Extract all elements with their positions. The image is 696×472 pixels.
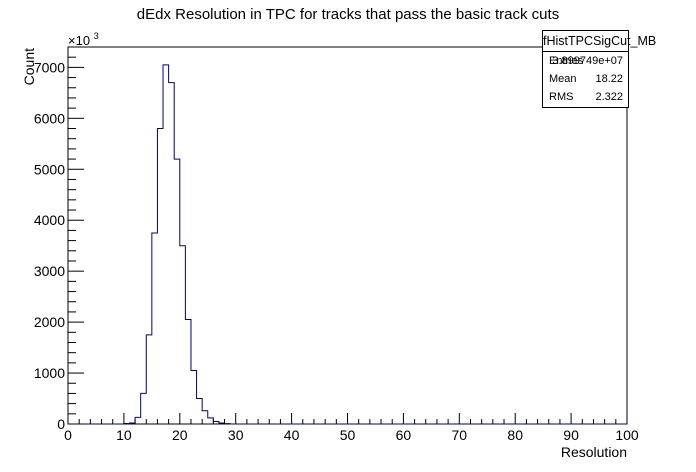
y-tick-label: 6000 xyxy=(34,110,65,126)
y-multiplier-label: ×10 3 xyxy=(68,31,99,48)
histogram-bin xyxy=(135,417,141,424)
histogram-bin xyxy=(191,371,197,424)
chart-title: dEdx Resolution in TPC for tracks that p… xyxy=(136,6,560,23)
stats-row-entries: Entries 3.899749e+07 xyxy=(543,52,628,70)
histogram-bin xyxy=(157,129,163,424)
stats-value: 2.322 xyxy=(595,91,623,103)
stats-box: fHistTPCSigCut_MB Entries 3.899749e+07 M… xyxy=(542,30,656,108)
y-axis-label: Count xyxy=(21,48,37,85)
histogram-bin xyxy=(129,423,135,424)
histogram-bin xyxy=(174,159,180,424)
x-tick-label: 50 xyxy=(340,427,356,443)
x-tick-label: 70 xyxy=(452,427,468,443)
histogram-bin xyxy=(169,83,175,424)
y-tick-label: 7000 xyxy=(34,59,65,75)
y-tick-label: 1000 xyxy=(34,365,65,381)
x-tick-label: 90 xyxy=(563,427,579,443)
histogram-bin xyxy=(185,320,191,424)
axes: 0 10 20 30 40 50 60 70 80 90 100010002000300040005… xyxy=(34,46,639,443)
histogram-bin xyxy=(163,65,169,424)
histogram-bin xyxy=(202,411,208,424)
x-tick-label: 60 xyxy=(396,427,412,443)
x-axis-label: Resolution xyxy=(561,444,627,460)
histogram-series xyxy=(68,64,627,425)
histogram-bin xyxy=(141,393,147,424)
stats-row-rms: RMS 2.322 xyxy=(543,88,628,106)
stats-key: RMS xyxy=(549,91,574,103)
histogram-bin xyxy=(213,421,219,424)
stats-box-name: fHistTPCSigCut_MB xyxy=(543,31,656,52)
y-tick-label: 3000 xyxy=(34,263,65,279)
y-multiplier-exponent: 3 xyxy=(94,31,99,41)
histogram-outline xyxy=(68,64,627,425)
stats-row-mean: Mean 18.22 xyxy=(543,70,628,88)
y-tick-label: 4000 xyxy=(34,212,65,228)
stats-value: 3.899749e+07 xyxy=(552,55,623,67)
y-tick-label: 2000 xyxy=(34,314,65,330)
y-multiplier-base: ×10 xyxy=(68,33,90,48)
stats-key: Entries xyxy=(549,55,584,67)
x-tick-label: 30 xyxy=(228,427,244,443)
histogram-bin xyxy=(146,335,152,424)
x-tick-label: 40 xyxy=(284,427,300,443)
x-tick-label: 80 xyxy=(507,427,523,443)
histogram-bin xyxy=(208,418,214,424)
x-tick-label: 20 xyxy=(172,427,188,443)
x-tick-label: 10 xyxy=(116,427,132,443)
histogram-bin xyxy=(180,246,186,424)
y-tick-label: 5000 xyxy=(34,161,65,177)
histogram-bin xyxy=(197,399,203,424)
histogram-bin xyxy=(124,423,130,424)
y-tick-label: 0 xyxy=(57,416,65,432)
stats-value: 18.22 xyxy=(595,73,623,85)
histogram-bin xyxy=(219,423,225,424)
stats-key: Mean xyxy=(549,73,577,85)
histogram-bin xyxy=(152,233,158,424)
x-tick-label: 0 xyxy=(64,427,72,443)
x-tick-label: 100 xyxy=(615,427,639,443)
